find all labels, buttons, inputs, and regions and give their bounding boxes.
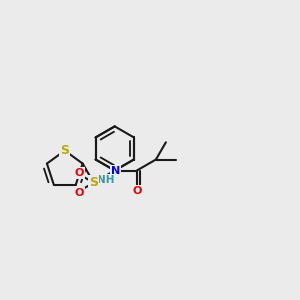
Text: N: N <box>111 166 120 176</box>
Text: NH: NH <box>97 175 115 185</box>
Text: S: S <box>60 144 69 157</box>
Text: S: S <box>89 176 98 189</box>
Text: O: O <box>132 186 142 196</box>
Text: O: O <box>75 188 84 197</box>
Text: O: O <box>75 168 84 178</box>
